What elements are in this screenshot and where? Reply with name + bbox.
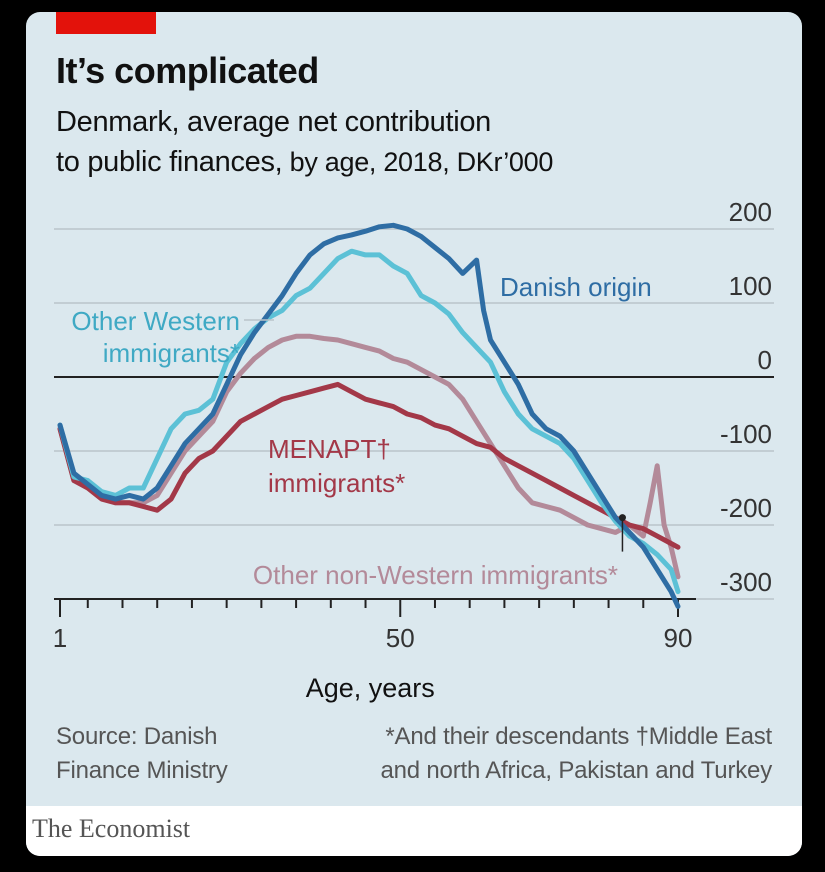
label-other-western-2: immigrants* [103,338,240,368]
series-line-danish-origin [57,222,681,609]
x-axis: 1 50 90 [53,598,696,653]
marker-other-non-western [618,514,626,522]
label-menapt: MENAPT† [268,434,391,464]
chart-subtitle: Denmark, average net contribution to pub… [56,102,553,182]
label-other-western: Other Western [71,306,240,336]
x-tick-label-50: 50 [386,623,415,653]
subtitle-line2: to public finances, by age, 2018, DKr’00… [56,142,553,182]
series-line-other-non-western [57,333,681,580]
footnote-line1: *And their descendants †Middle East [385,723,772,750]
y-tick-label-200: 200 [729,197,772,227]
x-tick-label-1: 1 [53,623,67,653]
accent-tab [56,12,156,34]
y-tick-label-0: 0 [758,345,772,375]
x-tick-label-90: 90 [664,623,693,653]
series-line-menapt [57,381,681,550]
footer-bar: The Economist [26,806,802,856]
footnote-line2: and north Africa, Pakistan and Turkey [380,757,773,784]
source-line2: Finance Ministry [56,757,228,784]
label-menapt-2: immigrants* [268,468,405,498]
footnotes: *And their descendants †Middle East and … [381,720,773,788]
y-tick-label-neg200: -200 [720,493,772,523]
subtitle-light: by age, 2018, DKr’000 [282,147,554,177]
source-line1: Source: Danish [56,723,218,750]
economist-logo: The Economist [32,814,191,843]
series-lines [57,222,681,609]
y-tick-label-neg300: -300 [720,567,772,597]
label-danish-origin: Danish origin [500,272,652,302]
source-note: Source: Danish Finance Ministry [56,720,228,788]
y-tick-label-100: 100 [729,271,772,301]
subtitle-line1: Denmark, average net contribution [56,106,492,138]
x-axis-label: Age, years [306,673,435,703]
subtitle-main: to public finances, [56,146,283,178]
chart-title: It’s complicated [56,50,319,91]
line-chart: 200 100 0 -100 -200 -300 1 50 90 Danish origin O… [53,197,774,703]
series-line-other-western [57,248,681,595]
chart-card: It’s complicated Denmark, average net co… [26,12,802,856]
y-tick-labels: 200 100 0 -100 -200 -300 [720,197,772,597]
y-tick-label-neg100: -100 [720,419,772,449]
label-other-non-western: Other non-Western immigrants* [253,560,618,590]
